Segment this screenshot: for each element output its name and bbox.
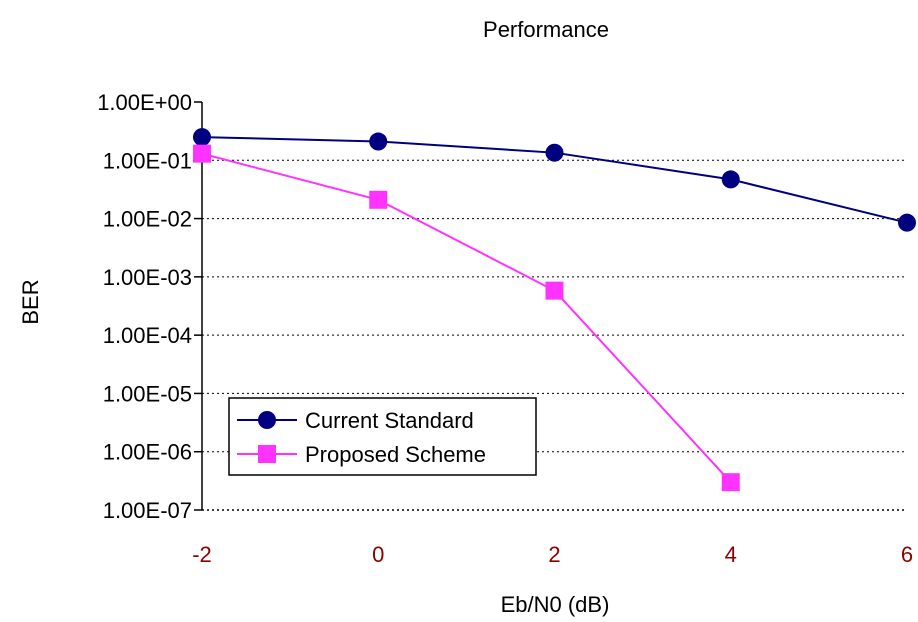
y-tick-label: 1.00E-06 bbox=[103, 440, 192, 465]
data-point-circle bbox=[721, 170, 740, 189]
chart-title: Performance bbox=[483, 17, 609, 42]
data-point-square bbox=[721, 473, 740, 492]
legend-marker-square bbox=[258, 445, 276, 463]
data-point-square bbox=[545, 281, 564, 300]
y-tick-label: 1.00E-03 bbox=[103, 265, 192, 290]
x-tick-label: 6 bbox=[901, 542, 913, 567]
x-tick-label: 4 bbox=[725, 542, 737, 567]
data-point-square bbox=[369, 190, 388, 209]
series-line-2 bbox=[201, 152, 732, 483]
y-tick-label: 1.00E-05 bbox=[103, 381, 192, 406]
y-axis-title: BER bbox=[18, 279, 43, 324]
y-tick-label: 1.00E+00 bbox=[97, 90, 192, 115]
legend-label: Proposed Scheme bbox=[305, 442, 486, 467]
y-tick-label: 1.00E-04 bbox=[103, 323, 192, 348]
x-tick-label: 2 bbox=[548, 542, 560, 567]
data-point-circle bbox=[545, 143, 564, 162]
legend-marker-circle bbox=[258, 411, 276, 429]
data-point-circle bbox=[193, 128, 211, 147]
legend-label: Current Standard bbox=[305, 408, 474, 433]
y-tick-label: 1.00E-01 bbox=[103, 148, 192, 173]
x-tick-labels: -2 0 2 4 6 bbox=[192, 542, 913, 567]
y-tick-label: 1.00E-07 bbox=[103, 498, 192, 523]
x-axis-title: Eb/N0 (dB) bbox=[501, 592, 610, 617]
y-tick-label: 1.00E-02 bbox=[103, 207, 192, 232]
x-tick-label: -2 bbox=[192, 542, 212, 567]
legend-box bbox=[228, 397, 537, 476]
y-tick-labels: 1.00E+00 1.00E-01 1.00E-02 1.00E-03 1.00E-04… bbox=[97, 90, 192, 523]
data-series bbox=[193, 128, 916, 492]
data-point-circle bbox=[369, 132, 388, 151]
data-point-circle bbox=[898, 213, 916, 232]
x-tick-label: 0 bbox=[372, 542, 384, 567]
data-point-square bbox=[193, 144, 211, 163]
legend: Current Standard Proposed Scheme bbox=[228, 397, 537, 476]
legend-entries: Current Standard Proposed Scheme bbox=[237, 408, 486, 467]
